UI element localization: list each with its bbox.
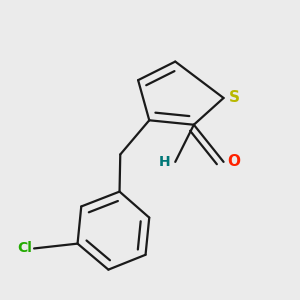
Text: O: O xyxy=(227,154,241,169)
Text: S: S xyxy=(229,91,239,106)
Text: H: H xyxy=(158,155,170,169)
Text: Cl: Cl xyxy=(17,242,32,256)
